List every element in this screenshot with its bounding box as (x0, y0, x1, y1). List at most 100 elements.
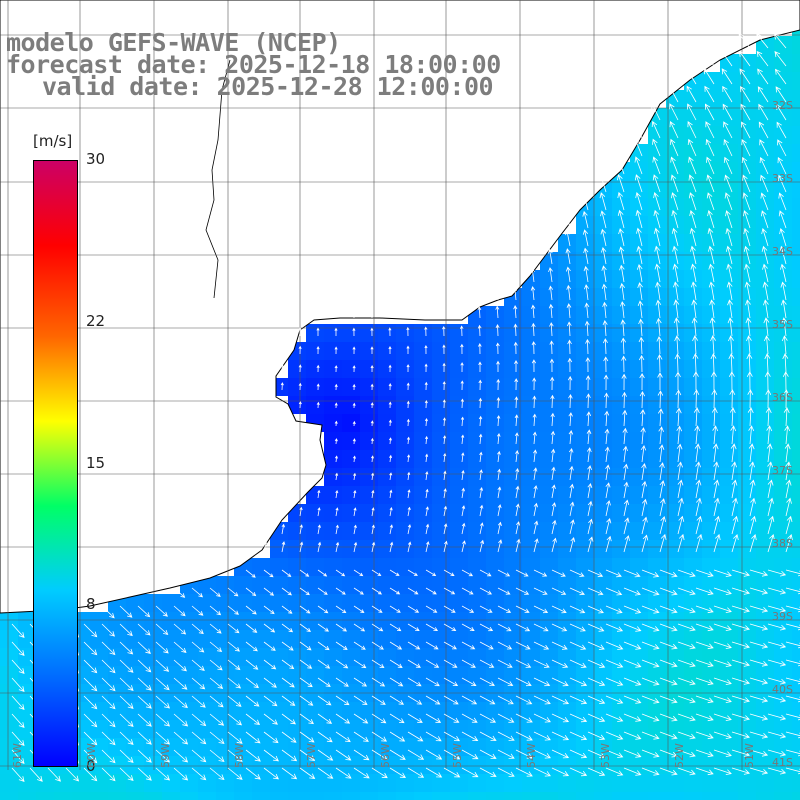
wind-arrow (686, 85, 697, 103)
wind-arrow (766, 443, 773, 463)
field-cell (252, 630, 270, 648)
field-cell (306, 342, 324, 360)
wind-arrow (425, 453, 429, 463)
wind-arrow (693, 389, 700, 409)
wind-arrow (728, 353, 735, 373)
wind-arrow (209, 605, 222, 616)
wind-arrow (461, 659, 476, 668)
field-cell (702, 504, 720, 522)
field-cell (648, 666, 666, 684)
wind-arrow (741, 139, 751, 157)
wind-arrow (749, 479, 756, 499)
wind-arrow (756, 50, 769, 67)
field-cell (270, 576, 288, 594)
field-cell (612, 396, 630, 414)
field-cell (630, 630, 648, 648)
field-cell (756, 54, 774, 72)
wind-arrow (406, 436, 410, 445)
wind-arrow (587, 587, 604, 596)
field-cell (540, 324, 558, 342)
wind-arrow (767, 695, 787, 703)
field-cell (792, 648, 800, 666)
field-cell (630, 342, 648, 360)
wind-arrow (641, 677, 660, 686)
field-cell (450, 702, 468, 720)
field-cell (792, 162, 800, 180)
wind-arrow (634, 138, 643, 157)
field-cell (774, 54, 792, 72)
wind-arrow (353, 641, 366, 650)
field-cell (774, 576, 792, 594)
field-cell (756, 774, 774, 792)
wind-arrow (677, 677, 696, 686)
field-cell (414, 342, 432, 360)
wind-arrow (550, 394, 555, 409)
wind-arrow (623, 641, 642, 650)
field-cell (414, 432, 432, 450)
field-cell (684, 648, 702, 666)
field-cell (468, 702, 486, 720)
wind-arrow (425, 749, 443, 760)
wind-arrow (623, 463, 629, 481)
wind-arrow (191, 767, 207, 781)
wind-arrow (316, 383, 320, 391)
wind-arrow (479, 713, 497, 723)
field-cell (684, 774, 702, 792)
field-cell (594, 270, 612, 288)
field-cell (576, 612, 594, 630)
field-cell (468, 342, 486, 360)
wind-arrow (263, 767, 279, 780)
wind-arrow (461, 452, 465, 463)
wind-arrow (759, 139, 769, 157)
latitude-label: 32S (772, 99, 793, 112)
wind-arrow (497, 623, 512, 632)
field-cell (648, 594, 666, 612)
field-cell (630, 378, 648, 396)
field-cell (720, 270, 738, 288)
field-cell (738, 558, 756, 576)
field-cell (648, 576, 666, 594)
field-cell (774, 558, 792, 576)
wind-arrow (137, 677, 152, 691)
wind-arrow (389, 623, 402, 632)
wind-arrow (353, 749, 370, 761)
wind-arrow (731, 713, 751, 721)
field-cell (378, 522, 396, 540)
wind-arrow (425, 659, 440, 668)
field-cell (396, 432, 414, 450)
wind-arrow (497, 539, 503, 553)
wind-arrow (407, 767, 425, 778)
field-cell (648, 738, 666, 756)
wind-arrow (512, 286, 518, 301)
wind-arrow (479, 623, 494, 632)
wind-arrow (761, 227, 769, 247)
wind-arrow (688, 156, 697, 175)
wind-arrow (745, 317, 752, 337)
field-cell (486, 720, 504, 738)
field-cell (630, 558, 648, 576)
wind-arrow (119, 677, 134, 691)
field-cell (378, 450, 396, 468)
field-cell (504, 702, 522, 720)
wind-arrow (551, 659, 569, 668)
field-cell (684, 756, 702, 774)
field-cell (468, 450, 486, 468)
field-cell (774, 774, 792, 792)
field-cell (576, 306, 594, 324)
wind-arrow (710, 335, 716, 355)
field-cell (468, 738, 486, 756)
wind-arrow (443, 713, 460, 723)
field-cell (612, 576, 630, 594)
wind-arrow (725, 210, 733, 229)
field-cell (612, 738, 630, 756)
field-cell (378, 396, 396, 414)
wind-arrow (749, 677, 769, 685)
wind-arrow (623, 713, 642, 722)
field-cell (774, 270, 792, 288)
wind-arrow (623, 481, 629, 499)
field-cell (396, 702, 414, 720)
field-cell (792, 540, 800, 558)
field-cell (738, 252, 756, 270)
wind-arrow (209, 677, 224, 689)
